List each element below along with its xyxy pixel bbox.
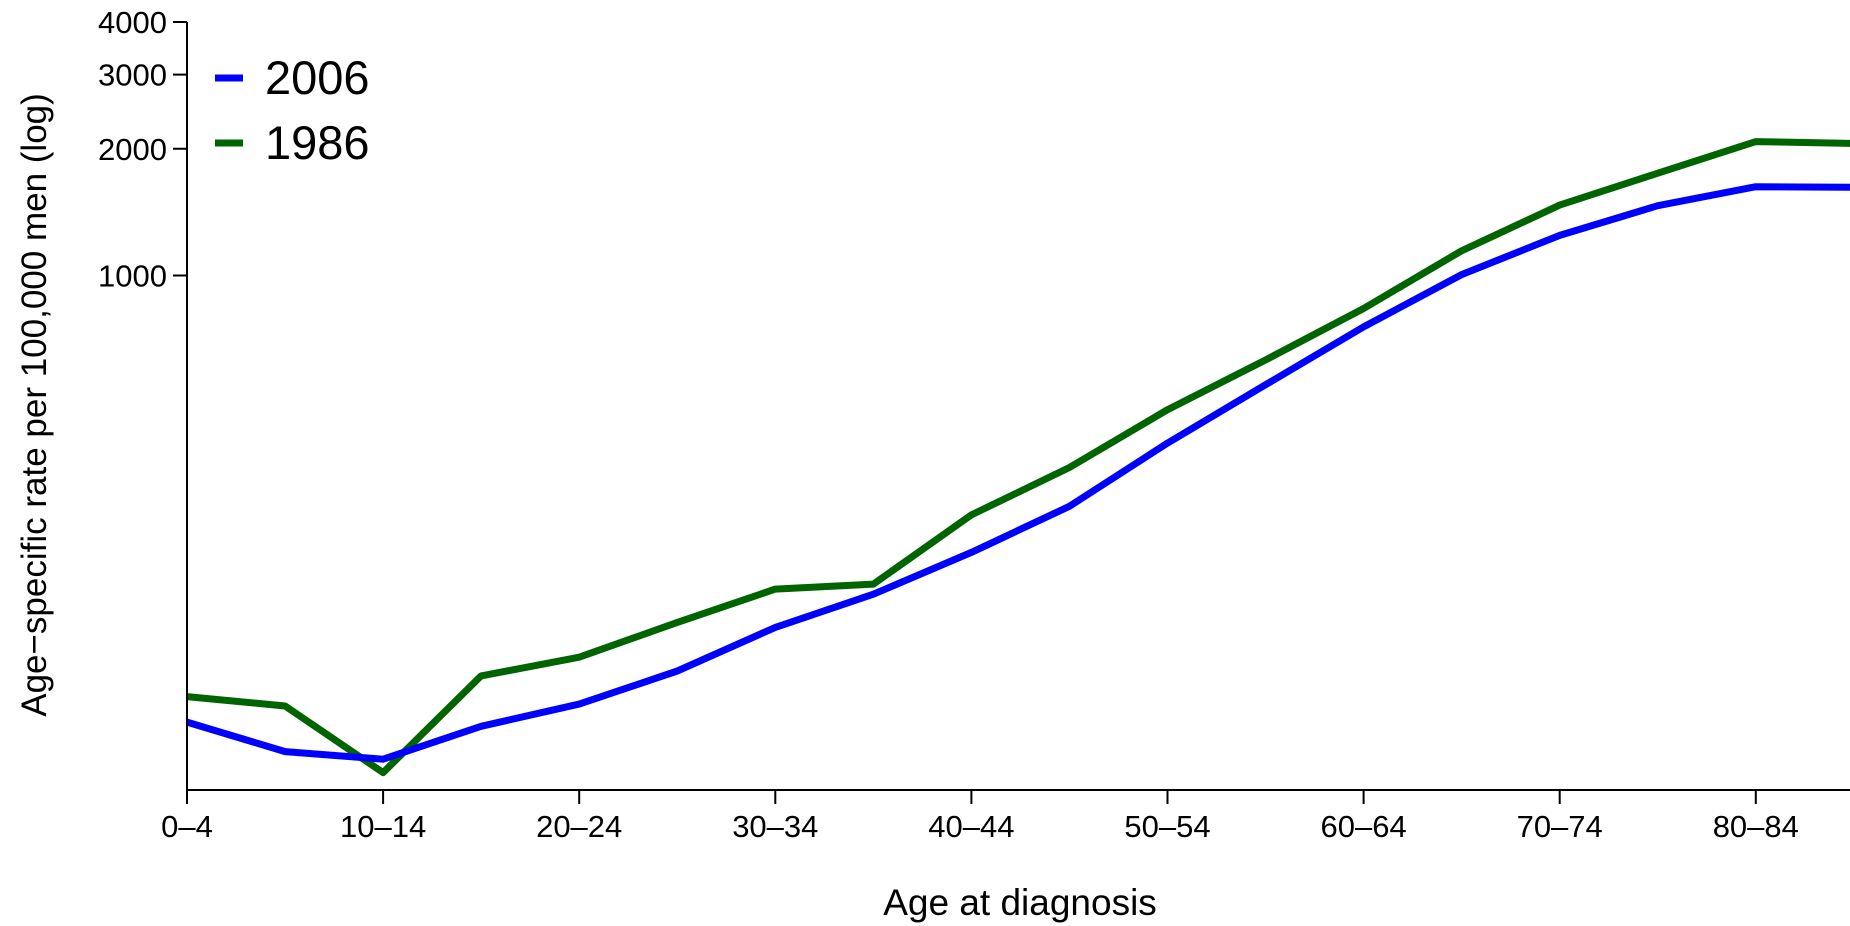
- x-axis-title: Age at diagnosis: [883, 882, 1157, 923]
- x-tick-label: 40–44: [928, 809, 1014, 844]
- y-tick-label: 4000: [98, 5, 167, 40]
- series-lines: [185, 138, 1850, 777]
- x-tick-label: 10–14: [340, 809, 426, 844]
- x-tick-label: 20–24: [536, 809, 622, 844]
- legend-label-2006: 2006: [265, 51, 370, 104]
- plot-area: 0–4 10–14 20–24 30–34 40–44 50–54 60–64 70–74 80…: [98, 5, 1850, 844]
- series-line-1986: [186, 138, 1850, 777]
- legend-label-1986: 1986: [265, 116, 370, 169]
- y-tick-label: 3000: [98, 58, 167, 93]
- x-tick-label: 30–34: [732, 809, 818, 844]
- y-tick-label: 2000: [98, 132, 167, 167]
- x-tick-label: 60–64: [1320, 809, 1406, 844]
- legend: 2006 1986: [215, 51, 370, 169]
- y-axis-title: Age−specific rate per 100,000 men (log): [15, 93, 54, 717]
- x-tick-label: 70–74: [1517, 809, 1603, 844]
- y-tick-label: 1000: [98, 259, 167, 294]
- x-tick-label: 50–54: [1124, 809, 1210, 844]
- x-axis-ticks: 0–4 10–14 20–24 30–34 40–44 50–54 60–64 70–74 80…: [161, 790, 1799, 844]
- x-tick-label: 80–84: [1713, 809, 1799, 844]
- series-line-2006: [185, 183, 1850, 763]
- y-axis-ticks: 1000 2000 3000 4000: [98, 5, 187, 294]
- x-tick-label: 0–4: [161, 809, 213, 844]
